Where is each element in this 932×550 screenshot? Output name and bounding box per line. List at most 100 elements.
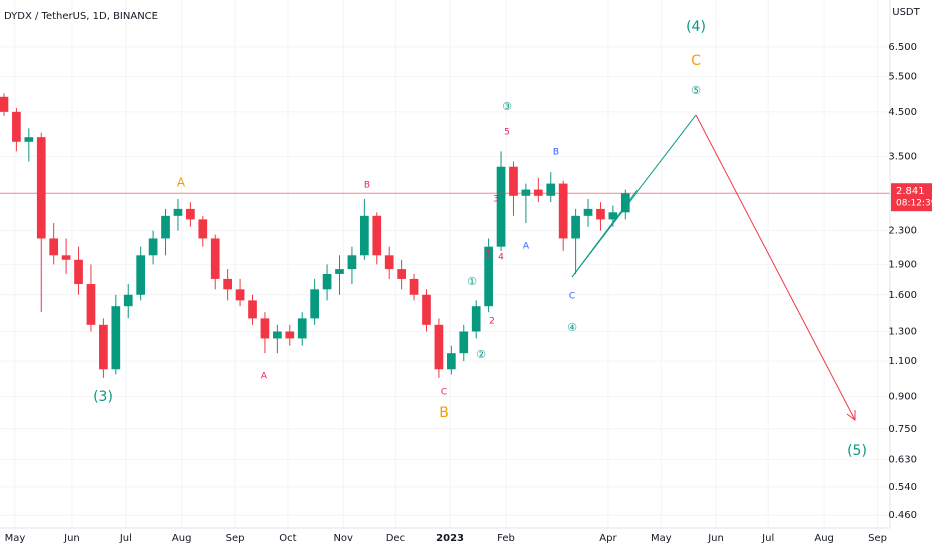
wave-label: A [177, 176, 186, 190]
candle-body [521, 189, 531, 196]
y-tick-label: 1.300 [888, 326, 917, 337]
candle-body [434, 324, 444, 370]
x-tick-label: May [651, 533, 672, 544]
x-tick-label: Jun [63, 533, 80, 544]
y-tick-label: 0.900 [888, 392, 917, 403]
candle-body [111, 306, 121, 370]
y-tick-label: 2.300 [888, 226, 917, 237]
x-tick-label: May [5, 533, 26, 544]
candle-body [310, 289, 319, 319]
wave-label: 3 [493, 195, 499, 205]
candle-body [99, 324, 108, 370]
candles [0, 93, 890, 378]
x-tick-label: Apr [599, 533, 617, 544]
candle-body [223, 278, 233, 290]
trend-line [571, 189, 638, 278]
wave-label: A [261, 372, 268, 382]
y-tick-label: 0.460 [888, 510, 917, 521]
candle-body [459, 331, 469, 354]
y-tick-label: 0.630 [888, 455, 917, 466]
candle-body [509, 166, 518, 196]
chart-title: DYDX / TetherUS, 1D, BINANCE [4, 11, 158, 22]
candle-body [24, 137, 34, 142]
candle-body [186, 208, 195, 220]
candle-body [148, 238, 158, 256]
candle-body [335, 269, 344, 274]
candle-body [61, 255, 71, 260]
x-tick-label: Jun [707, 533, 724, 544]
candle-body [49, 238, 59, 256]
candle-body [210, 238, 220, 279]
candle-body [74, 259, 83, 285]
wave-label: 1 [485, 250, 491, 260]
y-tick-label: 1.100 [888, 356, 917, 367]
candle-body [0, 96, 9, 112]
candle-body [248, 300, 257, 319]
y-tick-label: 1.600 [888, 290, 917, 301]
candle-body [422, 294, 431, 325]
x-tick-label: Jul [761, 533, 774, 544]
candle-body [384, 255, 394, 270]
wave-label: 2 [489, 317, 495, 327]
axes: 6.500 5.500 4.500 3.500 2.300 1.900 1.600 1.300… [5, 42, 932, 544]
candle-body [322, 273, 332, 290]
candle-body [446, 353, 456, 370]
candle-body [372, 215, 382, 256]
price-label: 2.841 [896, 186, 925, 197]
wave-label: B [364, 181, 370, 191]
wave-label: (5) [847, 443, 867, 459]
price-label-box [891, 183, 932, 212]
candle-body [558, 183, 568, 239]
candle-body [161, 215, 170, 239]
y-tick-label: 1.900 [888, 259, 917, 270]
candle-body [583, 208, 593, 216]
candle-body [198, 219, 208, 239]
y-tick-label: 4.500 [888, 107, 917, 118]
candle-body [297, 318, 307, 339]
y-tick-label: 5.500 [888, 71, 917, 82]
wave-label: 4 [498, 253, 504, 263]
candle-body [608, 212, 618, 220]
wave-label: A [523, 242, 530, 252]
candle-body [285, 331, 295, 339]
wave-label: ⑤ [691, 84, 701, 97]
candle-body [273, 331, 282, 339]
candle-body [409, 278, 419, 295]
y-unit: USDT [892, 7, 920, 18]
wave-label: ④ [567, 321, 577, 334]
x-tick-label: Aug [814, 533, 834, 544]
candle-body [533, 189, 543, 196]
x-tick-label: Jul [119, 533, 132, 544]
wave-label: 5 [504, 128, 510, 138]
candle-body [235, 289, 245, 301]
candle-body [260, 318, 270, 339]
x-tick-label: Aug [172, 533, 192, 544]
wave-label: (4) [686, 19, 706, 35]
x-tick-label: Sep [226, 533, 245, 544]
candle-body [173, 208, 183, 216]
candle-body [136, 255, 146, 295]
candle-body [12, 111, 21, 142]
x-tick-label: Dec [386, 533, 405, 544]
countdown: 08:12:39 [896, 199, 932, 209]
wave-label: C [569, 292, 575, 302]
candle-body [471, 306, 481, 332]
candle-body [123, 294, 133, 307]
candle-body [484, 246, 493, 307]
wave-label: ① [467, 275, 477, 288]
projection-line [695, 114, 856, 421]
candle-body [546, 183, 556, 196]
candle-body [86, 284, 96, 325]
wave-label: (3) [93, 389, 113, 405]
candle-body [571, 215, 580, 239]
y-tick-label: 3.500 [888, 151, 917, 162]
x-tick-label: Nov [333, 533, 353, 544]
wave-label: B [553, 148, 559, 158]
candle-body [596, 208, 605, 220]
y-tick-label: 0.750 [888, 424, 917, 435]
candle-body [620, 193, 630, 213]
x-tick-label: 2023 [436, 533, 464, 544]
wave-label: ③ [502, 100, 512, 113]
